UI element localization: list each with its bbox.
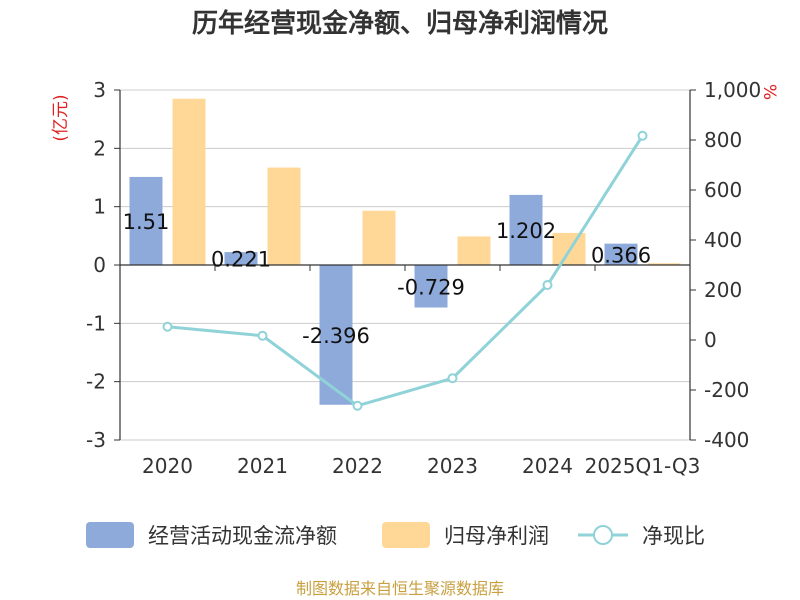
bars — [129, 98, 681, 405]
left-tick-label: 1 — [93, 195, 106, 219]
category-label: 2020 — [142, 454, 193, 478]
profit-bar — [647, 263, 681, 265]
right-tick-label: 800 — [704, 128, 742, 152]
profit-bar — [267, 167, 301, 265]
cashflow-data-label: 0.366 — [591, 243, 651, 267]
category-label: 2024 — [522, 454, 573, 478]
ratio-point — [162, 321, 173, 332]
legend-item-1[interactable]: 归母净利润 — [382, 522, 549, 548]
left-tick-label: 3 — [93, 78, 106, 102]
ratio-line — [162, 130, 648, 411]
axes: 3 2 1 0 -1 -2 -3 1,000 800 600 400 200 0 -200 -400 2020… — [86, 78, 761, 478]
legend-marker — [593, 525, 613, 545]
left-tick-label: -3 — [86, 428, 106, 452]
ratio-point — [257, 330, 268, 341]
ratio-point — [447, 373, 458, 384]
cashflow-data-label: -0.729 — [397, 275, 465, 299]
legend-label: 净现比 — [642, 524, 705, 548]
right-tick-label: -400 — [704, 428, 749, 452]
ratio-point — [637, 130, 648, 141]
data-labels: 1.51 0.221 -2.396 -0.729 1.202 0.366 — [123, 210, 651, 348]
legend[interactable]: 经营活动现金流净额 归母净利润 净现比 — [86, 522, 705, 548]
source-note: 制图数据来自恒生聚源数据库 — [296, 579, 504, 598]
cashflow-data-label: -2.396 — [302, 324, 370, 348]
cashflow-data-label: 0.221 — [211, 248, 271, 272]
legend-swatch — [382, 522, 430, 548]
ratio-line-path — [167, 134, 644, 408]
profit-bar — [457, 236, 491, 265]
legend-item-0[interactable]: 经营活动现金流净额 — [86, 522, 337, 548]
cashflow-bar — [509, 194, 543, 265]
ratio-point — [352, 400, 363, 411]
ratio-point — [542, 280, 553, 290]
chart-title: 历年经营现金净额、归母净利润情况 — [192, 8, 608, 39]
right-tick-label: 600 — [704, 178, 742, 202]
category-label: 2021 — [237, 454, 288, 478]
left-tick-label: -1 — [86, 311, 106, 335]
legend-label: 归母净利润 — [444, 524, 549, 548]
cashflow-bar — [224, 252, 258, 265]
right-tick-label: -200 — [704, 378, 749, 402]
category-label: 2023 — [427, 454, 478, 478]
right-tick-label: 0 — [704, 328, 717, 352]
left-tick-label: -2 — [86, 370, 106, 394]
profit-bar — [172, 98, 206, 265]
cashflow-data-label: 1.202 — [496, 219, 556, 243]
right-axis-unit: % — [759, 84, 779, 100]
category-label: 2025Q1-Q3 — [585, 454, 701, 478]
left-tick-label: 0 — [93, 253, 106, 277]
right-tick-label: 400 — [704, 228, 742, 252]
right-tick-label: 1,000 — [704, 78, 761, 102]
cashflow-bar — [129, 176, 163, 265]
legend-label: 经营活动现金流净额 — [148, 524, 337, 548]
legend-item-2[interactable]: 净现比 — [578, 524, 705, 548]
cashflow-data-label: 1.51 — [123, 210, 170, 234]
cashflow-bar — [414, 265, 448, 308]
profit-bar — [362, 210, 396, 265]
right-tick-label: 200 — [704, 278, 742, 302]
cashflow-bar — [604, 243, 638, 265]
category-label: 2022 — [332, 454, 383, 478]
legend-swatch — [86, 522, 134, 548]
left-tick-label: 2 — [93, 136, 106, 160]
left-axis-unit: (亿元) — [51, 94, 71, 141]
